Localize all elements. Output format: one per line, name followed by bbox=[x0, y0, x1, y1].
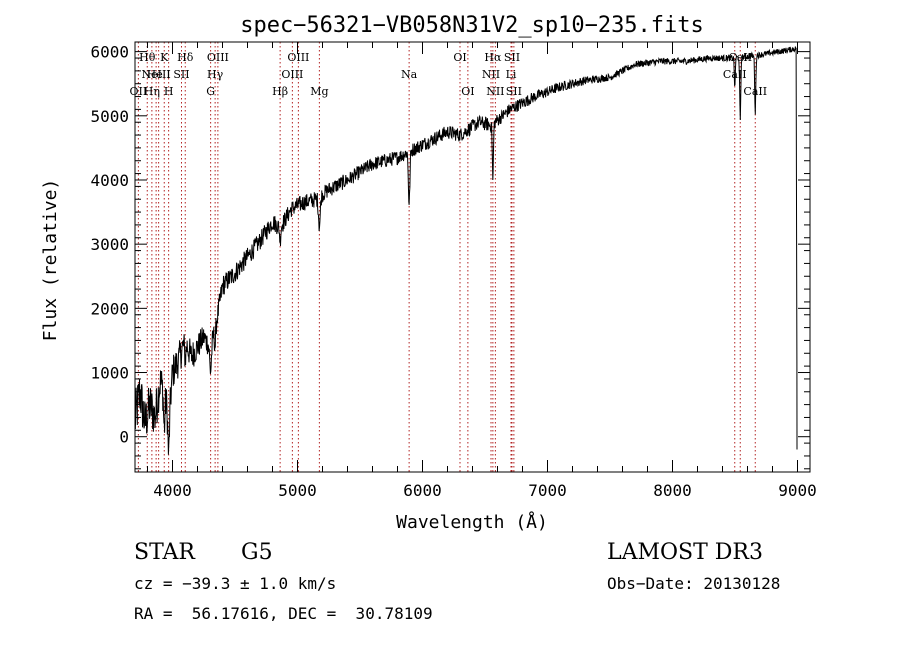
x-tick-label: 7000 bbox=[528, 481, 567, 500]
line-marker-group bbox=[137, 42, 756, 472]
y-tick-label: 2000 bbox=[90, 299, 129, 318]
x-axis: 4000 5000 6000 7000 8000 9000 bbox=[147, 42, 817, 500]
line-marker-label: K bbox=[160, 51, 169, 64]
x-axis-label: Wavelength (Å) bbox=[396, 511, 548, 533]
line-marker-label: He I bbox=[147, 68, 171, 81]
object-class: STAR bbox=[134, 540, 195, 565]
y-tick-label: 5000 bbox=[90, 107, 129, 126]
chart-title: spec−56321−VB058N31V2_sp10−235.fits bbox=[240, 13, 704, 38]
radial-velocity: cz = −39.3 ± 1.0 km/s bbox=[134, 574, 337, 593]
line-marker-label: OI bbox=[461, 85, 474, 98]
line-marker-label: SII bbox=[506, 85, 522, 98]
x-tick-label: 6000 bbox=[403, 481, 442, 500]
line-marker-label: Hθ bbox=[139, 51, 156, 64]
survey-name: LAMOST DR3 bbox=[607, 540, 763, 565]
line-marker-label: H bbox=[164, 85, 174, 98]
line-marker-label: OI bbox=[453, 51, 466, 64]
y-axis: 0 1000 2000 3000 4000 5000 6000 bbox=[90, 43, 810, 470]
line-marker-label: NII bbox=[486, 85, 504, 98]
observation-date: Obs−Date: 20130128 bbox=[607, 574, 781, 593]
line-marker-label: NII bbox=[482, 68, 500, 81]
line-marker-label: Hδ bbox=[177, 51, 194, 64]
line-marker-label: Hα bbox=[484, 51, 502, 64]
line-marker-label: CaII bbox=[728, 51, 752, 64]
line-marker-label: OIII bbox=[207, 51, 229, 64]
x-tick-label: 5000 bbox=[278, 481, 317, 500]
line-marker-label: G bbox=[206, 85, 215, 98]
spectrum-line bbox=[134, 46, 798, 455]
x-tick-label: 4000 bbox=[153, 481, 192, 500]
plot-frame bbox=[134, 41, 811, 473]
spectral-subclass: G5 bbox=[241, 540, 273, 565]
line-marker-label: Mg bbox=[310, 85, 328, 98]
line-marker-label: OII bbox=[130, 85, 148, 98]
y-tick-label: 1000 bbox=[90, 364, 129, 383]
x-tick-label: 9000 bbox=[778, 481, 817, 500]
line-marker-label: OIII bbox=[287, 51, 309, 64]
sky-coordinates: RA = 56.17616, DEC = 30.78109 bbox=[134, 604, 433, 623]
line-marker-label: Hη bbox=[144, 85, 160, 98]
y-tick-label: 6000 bbox=[90, 43, 129, 62]
y-tick-label: 4000 bbox=[90, 171, 129, 190]
y-axis-label: Flux (relative) bbox=[40, 179, 61, 342]
line-marker-label: NeIII bbox=[142, 68, 171, 81]
line-marker-label: SII bbox=[504, 51, 520, 64]
x-tick-label: 8000 bbox=[653, 481, 692, 500]
line-marker-label: Li bbox=[506, 68, 517, 81]
y-tick-label: 3000 bbox=[90, 235, 129, 254]
line-marker-label: Hβ bbox=[272, 85, 288, 98]
y-tick-label: 0 bbox=[119, 428, 129, 447]
line-marker-label: Na bbox=[401, 68, 418, 81]
line-marker-label: OIII bbox=[281, 68, 303, 81]
line-marker-label: SII bbox=[173, 68, 189, 81]
line-marker-label: Hγ bbox=[207, 68, 224, 81]
